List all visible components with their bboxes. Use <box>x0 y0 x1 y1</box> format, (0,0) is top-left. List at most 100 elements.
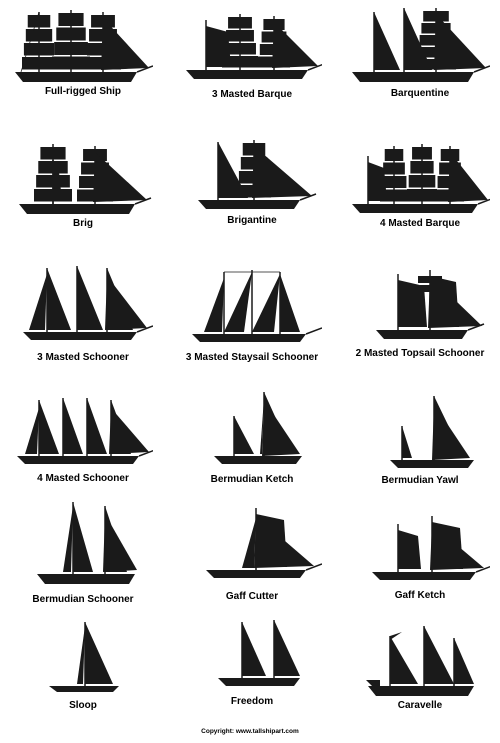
vessel-label: 3 Masted Barque <box>211 89 293 100</box>
staysail <box>280 274 300 332</box>
brig-icon <box>19 144 152 214</box>
triangle-sail <box>242 622 266 676</box>
vessel-label: Bermudian Schooner <box>32 594 134 605</box>
square-sail <box>381 176 407 188</box>
triangle-sail <box>234 416 254 454</box>
square-sail <box>23 43 55 56</box>
hull <box>198 200 300 209</box>
square-sail <box>384 149 404 161</box>
square-sail <box>54 42 88 55</box>
square-sail <box>25 29 53 42</box>
hull <box>352 72 474 82</box>
hull <box>49 686 119 692</box>
square-sail <box>22 57 56 70</box>
jib-sail <box>103 514 137 572</box>
square-sail <box>410 161 434 174</box>
triangle-sail <box>274 620 300 676</box>
bowsprit <box>134 197 152 205</box>
jib-sail <box>252 146 312 198</box>
square-sail <box>56 27 86 41</box>
hull <box>352 204 478 213</box>
vessel-label: 4 Masted Schooner <box>37 473 129 484</box>
vessel-label: Bermudian Yawl <box>381 475 459 486</box>
square-sail <box>222 56 258 68</box>
jib-sail <box>25 408 39 454</box>
triangle-sail <box>374 12 400 70</box>
hull <box>390 460 474 468</box>
jib-sail <box>432 404 470 460</box>
full-rigged-ship-icon <box>15 10 153 82</box>
bowsprit <box>473 65 490 73</box>
jib-sail <box>430 524 484 570</box>
jib-sail <box>29 274 47 330</box>
square-sail <box>40 147 66 160</box>
triangle-sail <box>218 142 248 198</box>
three-masted-staysail-schooner-icon <box>192 270 322 342</box>
two-masted-topsail-schooner-icon <box>376 270 485 339</box>
vessel-label: Bermudian Ketch <box>210 474 294 485</box>
bowsprit <box>475 565 490 573</box>
vessel-label: Gaff Ketch <box>394 590 446 601</box>
bowsprit <box>136 325 153 333</box>
three-masted-barque-icon <box>186 14 322 79</box>
hull <box>214 456 302 464</box>
jib-sail <box>242 518 256 568</box>
bowsprit <box>477 198 490 205</box>
hull <box>37 574 135 584</box>
stern-castle <box>366 680 380 686</box>
triangle-sail <box>73 502 93 572</box>
triangle-sail <box>454 638 474 684</box>
square-sail <box>412 147 432 160</box>
hull <box>15 72 137 82</box>
gaff-sail <box>398 530 421 569</box>
four-masted-schooner-icon <box>17 398 153 464</box>
vessel-label: Full-rigged Ship <box>44 86 122 97</box>
jib-sail <box>260 398 264 454</box>
square-sail <box>58 13 84 26</box>
triangle-sail <box>87 398 107 454</box>
jib-sail <box>204 278 224 332</box>
caravelle-icon <box>366 626 474 696</box>
jib-sail <box>93 152 147 202</box>
jib-sail <box>272 22 318 68</box>
jib-sail <box>428 276 482 328</box>
vessel-label: 2 Masted Topsail Schooner <box>355 348 485 359</box>
triangle-sail <box>424 626 454 684</box>
gaff-sail <box>53 166 62 201</box>
pennant <box>390 632 402 640</box>
gaff-sail <box>398 280 427 327</box>
hull <box>368 686 474 696</box>
hull <box>17 456 139 464</box>
square-sail <box>52 56 90 70</box>
vessel-label: Gaff Cutter <box>225 591 279 602</box>
bowsprit <box>305 327 322 335</box>
jib-sail <box>105 276 147 330</box>
triangle-sail <box>404 8 432 70</box>
square-sail <box>224 43 256 55</box>
jib-sail <box>262 400 300 456</box>
jib-sail <box>77 626 85 684</box>
hull <box>218 678 300 686</box>
triangle-sail <box>402 426 412 458</box>
hull <box>186 70 308 79</box>
vessel-label: Brig <box>73 218 93 229</box>
triangle-sail <box>390 636 418 684</box>
gaff-ketch-icon <box>372 516 490 580</box>
bowsprit <box>136 65 153 73</box>
square-sail <box>408 175 436 188</box>
bowsprit <box>305 563 322 571</box>
brigantine-icon <box>198 140 317 209</box>
gaff-cutter-icon <box>206 508 322 578</box>
sloop-icon <box>49 622 119 692</box>
gaff-sail <box>368 162 387 201</box>
square-sail <box>226 30 254 42</box>
freedom-icon <box>218 620 300 686</box>
triangle-sail <box>47 268 71 330</box>
square-sail <box>27 15 51 28</box>
vessel-label: Brigantine <box>227 215 277 226</box>
triangle-sail <box>39 400 59 454</box>
vessel-label: Sloop <box>69 700 97 711</box>
gaff-sail <box>206 26 231 67</box>
jib-sail <box>254 516 314 568</box>
